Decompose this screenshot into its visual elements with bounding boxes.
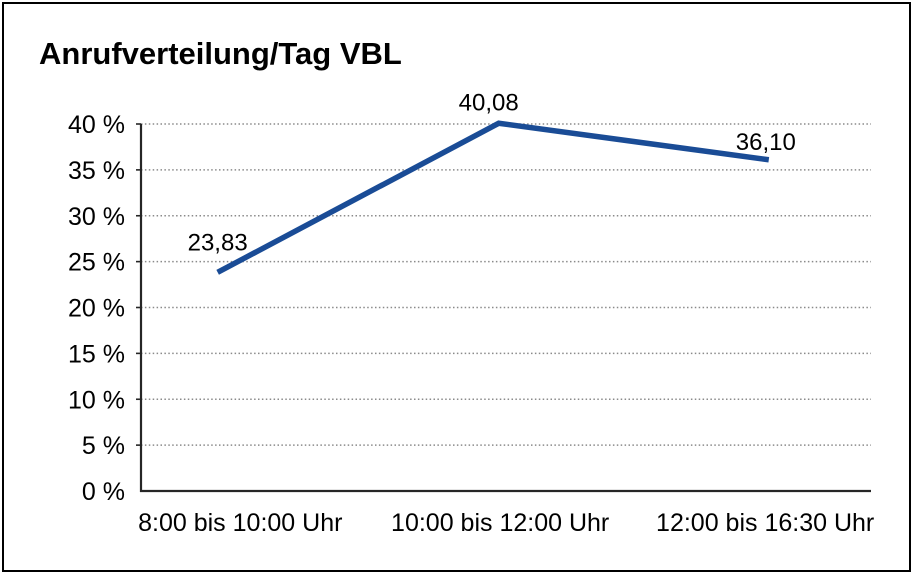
y-axis-label: 5 % xyxy=(82,432,125,460)
data-label: 40,08 xyxy=(459,89,519,116)
y-axis-label: 15 % xyxy=(68,340,125,368)
x-axis-label: 10:00 bis 12:00 Uhr xyxy=(391,509,609,537)
x-axis-label: 8:00 bis 10:00 Uhr xyxy=(138,509,342,537)
y-axis-label: 30 % xyxy=(68,203,125,231)
y-axis-label: 25 % xyxy=(68,249,125,277)
y-axis-label: 35 % xyxy=(68,157,125,185)
x-axis-label: 12:00 bis 16:30 Uhr xyxy=(656,509,874,537)
y-axis-label: 10 % xyxy=(68,386,125,414)
y-axis-label: 40 % xyxy=(68,111,125,139)
data-label: 36,10 xyxy=(736,129,796,156)
y-axis-label: 0 % xyxy=(82,478,125,506)
chart-title: Anrufverteilung/Tag VBL xyxy=(39,36,402,71)
data-label: 23,83 xyxy=(188,229,248,256)
data-line xyxy=(216,120,770,275)
y-axis-label: 20 % xyxy=(68,295,125,323)
